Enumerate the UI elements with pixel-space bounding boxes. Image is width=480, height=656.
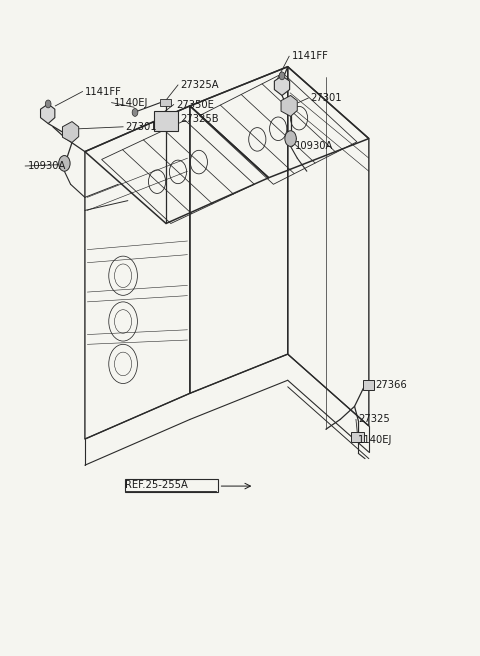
Polygon shape bbox=[62, 121, 79, 142]
Text: 1140EJ: 1140EJ bbox=[114, 98, 148, 108]
Circle shape bbox=[279, 72, 285, 80]
FancyBboxPatch shape bbox=[154, 111, 178, 131]
Text: 1140EJ: 1140EJ bbox=[359, 436, 393, 445]
Text: 1141FF: 1141FF bbox=[85, 87, 122, 96]
Text: 27325: 27325 bbox=[359, 415, 390, 424]
Text: 27350E: 27350E bbox=[176, 100, 214, 110]
Circle shape bbox=[59, 155, 70, 171]
Polygon shape bbox=[281, 96, 297, 116]
Circle shape bbox=[132, 108, 138, 116]
Text: 27325A: 27325A bbox=[180, 80, 219, 90]
Circle shape bbox=[45, 100, 51, 108]
Text: 27301: 27301 bbox=[125, 122, 157, 132]
Polygon shape bbox=[275, 76, 289, 96]
Circle shape bbox=[285, 131, 296, 146]
Text: 10930A: 10930A bbox=[28, 161, 66, 171]
Text: 27325B: 27325B bbox=[180, 114, 219, 124]
Polygon shape bbox=[40, 104, 55, 123]
FancyBboxPatch shape bbox=[351, 432, 364, 442]
Text: 27366: 27366 bbox=[375, 380, 407, 390]
Text: 10930A: 10930A bbox=[295, 142, 333, 152]
FancyBboxPatch shape bbox=[363, 380, 373, 390]
Text: 27301: 27301 bbox=[311, 93, 342, 103]
Text: REF.25-255A: REF.25-255A bbox=[125, 480, 188, 491]
Text: 1141FF: 1141FF bbox=[291, 51, 328, 61]
Bar bbox=[160, 99, 171, 106]
